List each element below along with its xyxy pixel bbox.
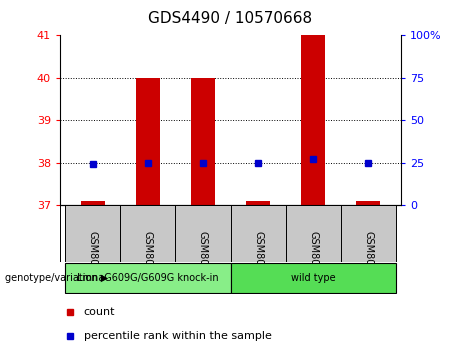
Text: GSM808407: GSM808407 xyxy=(308,231,318,290)
Bar xyxy=(136,78,160,205)
Bar xyxy=(301,35,325,205)
Bar xyxy=(230,205,285,262)
Bar xyxy=(190,78,215,205)
Bar xyxy=(176,205,230,262)
Bar xyxy=(246,201,271,205)
Bar xyxy=(356,201,380,205)
Text: GSM808408: GSM808408 xyxy=(363,231,373,290)
Bar xyxy=(230,263,396,293)
Bar xyxy=(341,205,396,262)
Text: GSM808403: GSM808403 xyxy=(88,231,98,290)
Bar xyxy=(65,263,230,293)
Bar xyxy=(65,205,120,262)
Text: genotype/variation ▶: genotype/variation ▶ xyxy=(5,273,108,283)
Bar xyxy=(120,205,176,262)
Text: wild type: wild type xyxy=(291,273,335,283)
Text: GSM808404: GSM808404 xyxy=(143,231,153,290)
Text: percentile rank within the sample: percentile rank within the sample xyxy=(84,331,272,341)
Bar xyxy=(81,201,105,205)
Text: LmnaG609G/G609G knock-in: LmnaG609G/G609G knock-in xyxy=(77,273,219,283)
Bar xyxy=(285,205,341,262)
Text: GSM808406: GSM808406 xyxy=(253,231,263,290)
Text: count: count xyxy=(84,307,115,317)
Text: GDS4490 / 10570668: GDS4490 / 10570668 xyxy=(148,11,313,25)
Text: GSM808405: GSM808405 xyxy=(198,231,208,290)
